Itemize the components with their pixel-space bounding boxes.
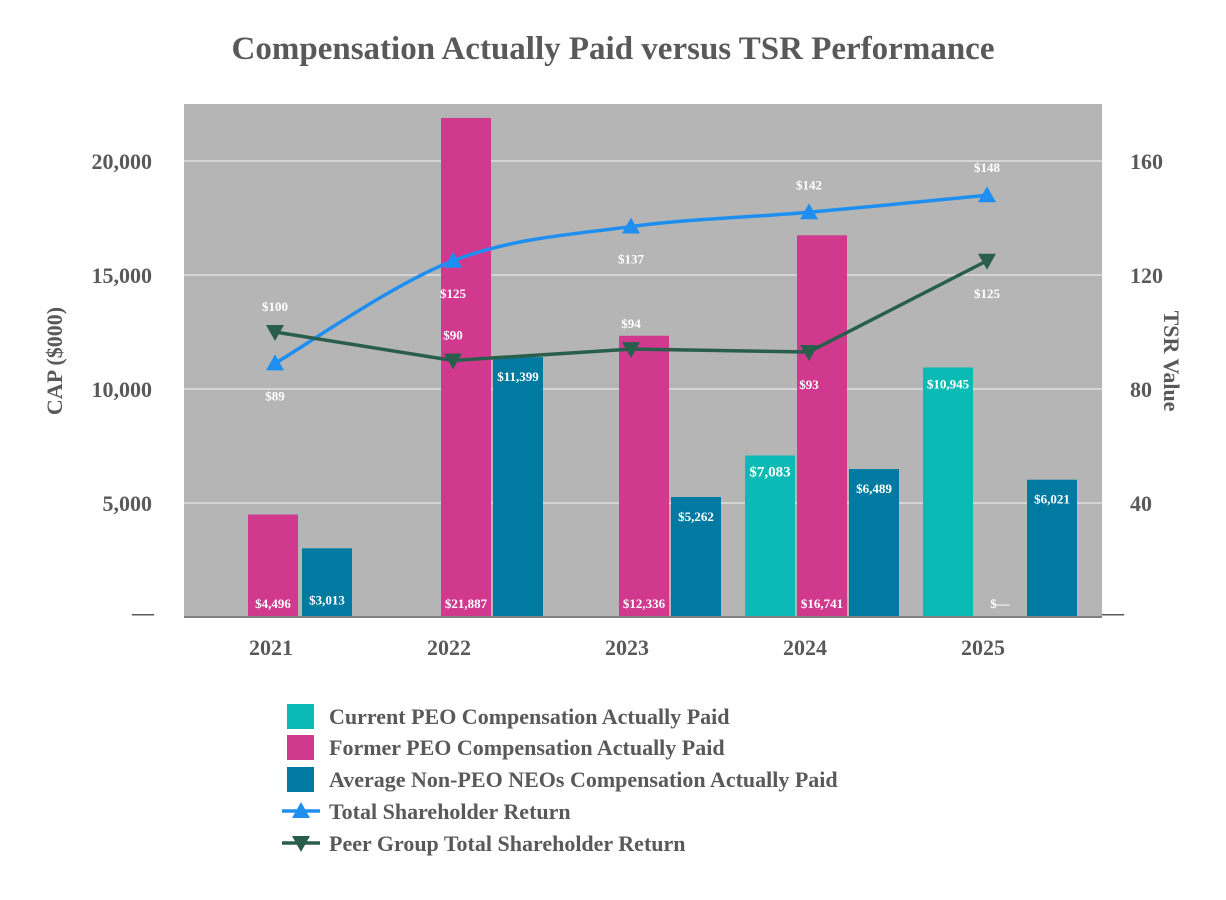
legend-entry-label: Total Shareholder Return [329,799,571,824]
bar [248,514,298,617]
peer-tsr-marker [800,344,818,361]
bar [745,455,795,617]
bar-value-label: $4,496 [255,596,291,611]
bar [671,497,721,617]
bar-value-label: $10,945 [927,376,970,391]
y-tick-label: 10,000 [92,377,153,402]
tsr-value-label: $148 [974,160,1001,175]
bar [1027,479,1077,617]
y-tick-label: — [131,600,155,625]
bar-value-label: $16,741 [801,596,843,611]
tsr-marker [978,186,996,203]
tsr-lines [266,186,996,371]
legend-swatch [287,704,314,729]
y2-axis-label: TSR Value [1159,311,1184,412]
legend-marker [292,802,310,818]
legend-entry-label: Former PEO Compensation Actually Paid [329,735,725,760]
y2-tick-label: — [1101,600,1125,625]
x-tick-label: 2025 [961,635,1005,660]
bar [441,117,491,617]
bar-value-label: $12,336 [623,596,666,611]
tsr-value-label: $137 [618,252,645,267]
bar [797,235,847,617]
peer-tsr-marker [622,342,640,359]
legend-marker [292,836,310,852]
y-tick-label: 15,000 [92,263,153,288]
tsr-marker [444,251,462,268]
bar [493,357,543,617]
peer-tsr-value-label: $94 [621,316,641,331]
y-tick-label: 5,000 [103,491,153,516]
peer-tsr-marker [444,353,462,370]
legend-swatch [287,767,314,792]
y2-tick-label: 160 [1130,149,1163,174]
tsr-marker [800,203,818,220]
bar [619,335,669,617]
y2-tick-label: 40 [1130,491,1152,516]
tsr-value-label: $125 [440,286,467,301]
bar-value-label: $5,262 [678,509,714,524]
bar-value-label: $— [990,596,1011,611]
bar [923,367,973,617]
peer-tsr-marker [266,325,284,341]
y2-tick-label: 80 [1130,377,1152,402]
bar [302,548,352,617]
tsr-value-label: $142 [796,177,822,192]
peer-tsr-value-label: $93 [799,377,819,392]
y-axis-label: CAP ($000) [42,307,67,415]
legend-entry-label: Current PEO Compensation Actually Paid [329,704,730,729]
x-tick-label: 2024 [783,635,827,660]
legend: Current PEO Compensation Actually Paid Fo… [282,704,838,856]
bar [849,469,899,617]
bar-value-label: $6,489 [856,481,892,496]
peer-tsr-value-label: $90 [443,328,463,343]
chart-title: Compensation Actually Paid versus TSR Pe… [232,31,995,67]
peer-tsr-value-label: $125 [974,286,1001,301]
axes: — 5,000 10,000 15,000 20,000 — 40 80 120 160 2021 2… [92,149,1164,660]
y-tick-label: 20,000 [92,149,153,174]
tsr-value-label: $89 [265,388,285,403]
bar-value-label: $21,887 [445,596,488,611]
x-tick-label: 2021 [249,635,293,660]
peer-tsr-value-label: $100 [262,299,288,314]
tsr-marker [622,217,640,234]
bars [248,117,1077,617]
bar-value-label: $6,021 [1034,492,1070,507]
legend-swatch [287,735,314,760]
peer-tsr-marker [978,253,996,270]
y2-tick-label: 120 [1130,263,1163,288]
x-tick-label: 2023 [605,635,649,660]
bar-value-label: $3,013 [309,592,345,607]
bar-value-label: $11,399 [497,369,539,384]
bar-value-label: $7,083 [749,465,790,481]
data-labels: $7,083 $10,945 $4,496 $21,887 $12,336 $16,741… [255,160,1070,611]
legend-entry-label: Average Non-PEO NEOs Compensation Actual… [329,767,838,792]
tsr-marker [266,354,284,371]
legend-entry-label: Peer Group Total Shareholder Return [329,831,686,856]
x-tick-label: 2022 [427,635,471,660]
